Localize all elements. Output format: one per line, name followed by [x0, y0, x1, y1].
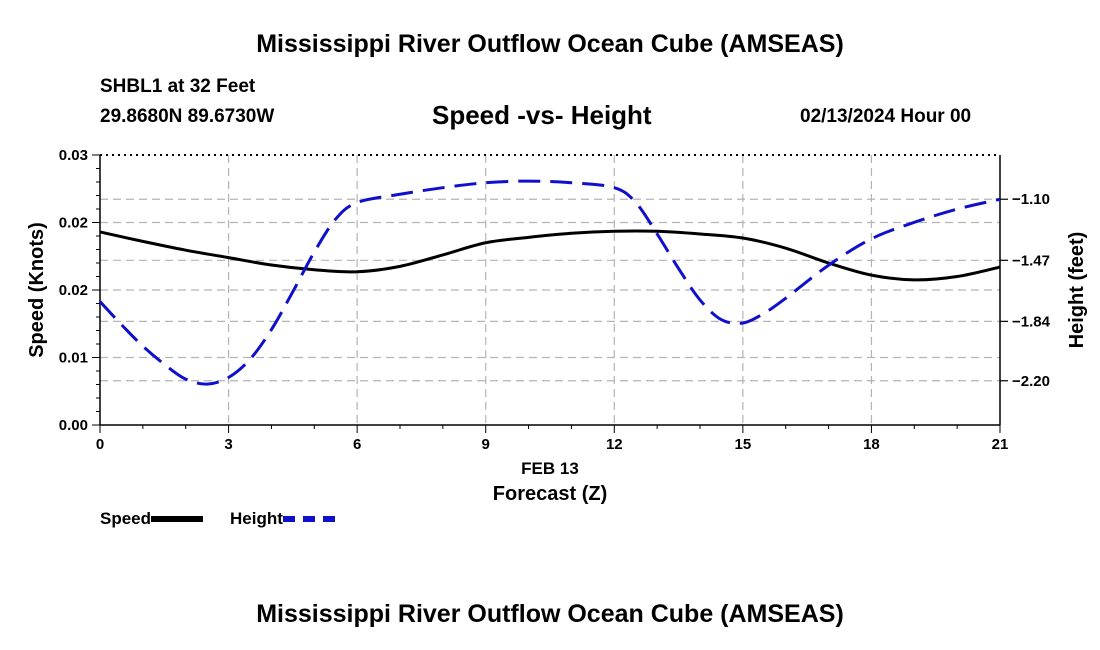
- axis-labels: 0 3 6 9 12 15 18 21 0.00 0.01 0.02 0.02 0.03 −2.20 −1.…: [26, 147, 1088, 505]
- chart-title: Mississippi River Outflow Ocean Cube (AM…: [256, 30, 844, 58]
- station-label: SHBL1 at 32 Feet: [100, 76, 256, 97]
- x-axis-date-label: FEB 13: [521, 459, 579, 478]
- legend-speed-label: Speed: [100, 509, 152, 528]
- coordinates-label: 29.8680N 89.6730W: [100, 106, 275, 127]
- legend-height: Height: [230, 509, 335, 529]
- x-tick-label: 18: [863, 436, 880, 453]
- ticks: [92, 154, 1008, 433]
- x-tick-label: 6: [353, 436, 361, 453]
- timestamp-label: 02/13/2024 Hour 00: [800, 106, 972, 127]
- left-tick-label: 0.02: [59, 282, 88, 299]
- y-axis-left-label: Speed (Knots): [26, 222, 48, 358]
- series-layer: [98, 179, 1001, 386]
- legend-speed: Speed: [100, 509, 204, 529]
- left-tick-label: 0.01: [59, 350, 88, 367]
- right-tick-label: −1.10: [1012, 191, 1050, 208]
- right-tick-label: −1.47: [1012, 252, 1050, 269]
- right-tick-label: −2.20: [1012, 373, 1050, 390]
- legend-speed-swatch: [151, 516, 204, 522]
- x-tick-label: 21: [992, 436, 1009, 453]
- x-tick-label: 9: [482, 436, 490, 453]
- left-tick-label: 0.02: [59, 215, 88, 232]
- speed-line: [99, 229, 1001, 282]
- height-line: [98, 179, 1001, 386]
- x-tick-label: 15: [735, 436, 752, 453]
- footer-title: Mississippi River Outflow Ocean Cube (AM…: [256, 600, 844, 628]
- y-axis-right-label: Height (feet): [1066, 232, 1088, 349]
- grid: [100, 155, 1000, 425]
- right-tick-label: −1.84: [1012, 313, 1051, 330]
- chart-subtitle: Speed -vs- Height: [432, 100, 652, 130]
- x-axis-label: Forecast (Z): [493, 483, 607, 505]
- legend-height-swatch: [282, 516, 335, 522]
- left-tick-label: 0.00: [59, 417, 88, 434]
- x-tick-label: 3: [224, 436, 232, 453]
- x-tick-label: 0: [96, 436, 104, 453]
- x-tick-label: 12: [606, 436, 623, 453]
- legend-height-label: Height: [230, 509, 283, 528]
- left-tick-label: 0.03: [59, 147, 88, 164]
